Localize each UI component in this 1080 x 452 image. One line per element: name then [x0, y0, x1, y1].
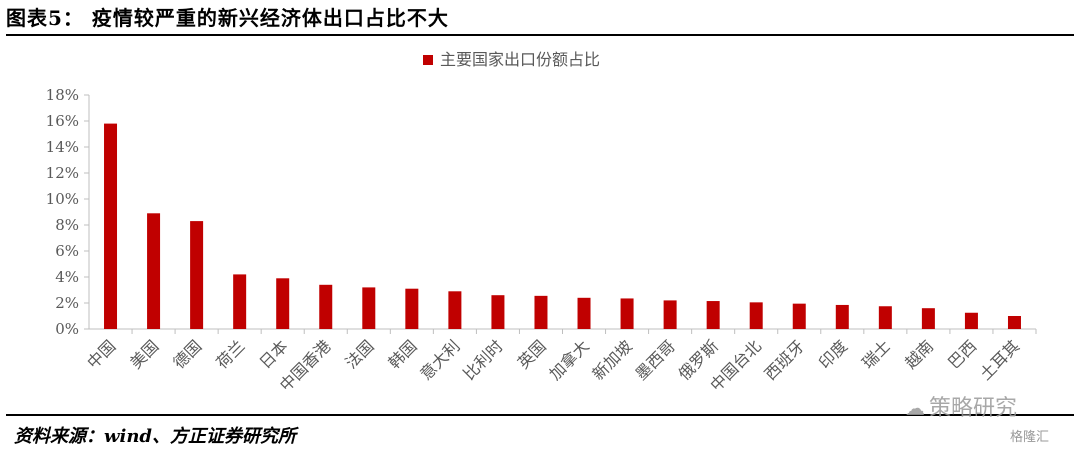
x-tick-label: 韩国	[385, 336, 421, 372]
x-tick-label: 比利时	[459, 336, 506, 383]
bar	[620, 298, 634, 329]
bar	[921, 308, 935, 329]
title-bar	[6, 4, 1074, 36]
y-tick-label: 10%	[46, 190, 79, 208]
bar	[663, 300, 677, 329]
x-tick-label: 德国	[169, 336, 205, 372]
bar	[405, 288, 419, 329]
x-tick-label: 荷兰	[212, 336, 248, 372]
bar	[233, 274, 247, 329]
bar	[792, 303, 806, 329]
x-tick-label: 印度	[815, 336, 851, 372]
x-tick-label: 日本	[255, 336, 291, 372]
bar	[878, 306, 892, 329]
bar	[835, 304, 849, 329]
bar	[276, 278, 290, 329]
x-tick-label: 中国	[83, 336, 119, 372]
x-tick-label: 西班牙	[761, 336, 808, 383]
bar	[448, 291, 462, 329]
x-tick-label: 英国	[514, 336, 550, 372]
bar	[104, 123, 118, 329]
y-tick-label: 12%	[46, 164, 79, 182]
bar	[147, 213, 161, 329]
legend-swatch	[423, 55, 433, 65]
bar	[190, 221, 204, 329]
x-tick-label: 法国	[342, 336, 378, 372]
bar	[1007, 316, 1021, 329]
bar	[706, 301, 720, 329]
x-tick-label: 加拿大	[545, 336, 592, 383]
y-tick-label: 0%	[55, 320, 79, 338]
x-tick-label: 土耳其	[976, 336, 1023, 383]
bar	[491, 295, 505, 329]
source-divider	[6, 414, 1074, 416]
y-tick-label: 2%	[55, 294, 79, 312]
x-tick-label: 墨西哥	[632, 336, 679, 383]
source-note: 资料来源：wind、方正证券研究所	[14, 426, 297, 447]
chart-title: 图表5： 疫情较严重的新兴经济体出口占比不大	[6, 6, 449, 30]
legend-label: 主要国家出口份额占比	[440, 50, 600, 69]
x-tick-label: 越南	[901, 336, 937, 372]
watermark-text: 策略研究	[929, 396, 1018, 421]
y-tick-label: 6%	[55, 242, 79, 260]
bar	[319, 284, 333, 329]
y-tick-label: 14%	[46, 138, 79, 156]
x-tick-label: 瑞士	[858, 336, 894, 372]
bar	[964, 312, 978, 329]
x-tick-label: 巴西	[944, 336, 980, 372]
y-tick-label: 8%	[55, 216, 79, 234]
y-tick-label: 16%	[46, 112, 79, 130]
bar	[362, 287, 376, 329]
y-tick-label: 18%	[46, 86, 79, 104]
y-tick-label: 4%	[55, 268, 79, 286]
bar	[749, 302, 763, 329]
wechat-icon: ☁	[905, 396, 925, 420]
watermark-corner: 格隆汇	[1010, 430, 1050, 445]
watermark-strategy: ☁ 策略研究	[905, 390, 1017, 422]
x-tick-label: 美国	[126, 336, 162, 372]
x-tick-label: 意大利	[416, 336, 463, 383]
x-tick-label: 新加坡	[589, 336, 636, 383]
bar	[577, 297, 591, 329]
bar	[534, 295, 548, 329]
